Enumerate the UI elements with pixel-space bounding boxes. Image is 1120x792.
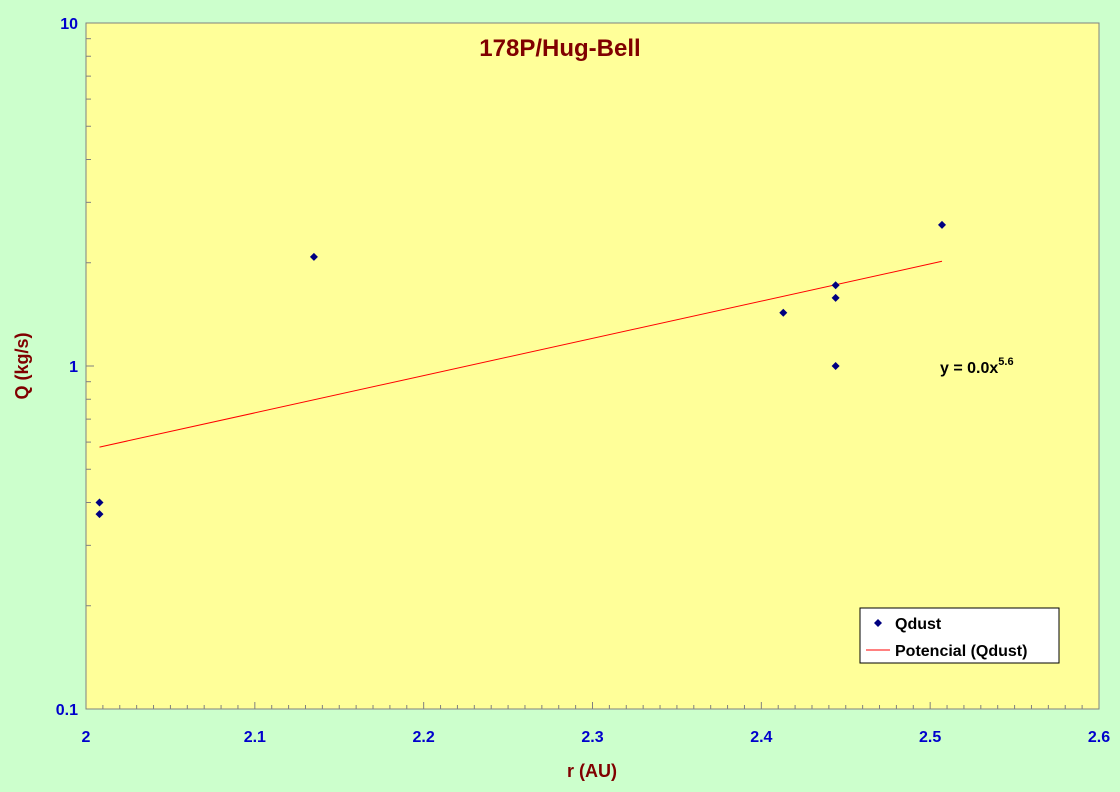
- y-axis: 0.1 1 10: [56, 16, 94, 719]
- plot-area: [85, 22, 1100, 710]
- x-tick-label: 2.5: [919, 729, 941, 746]
- x-tick-label: 2.6: [1088, 729, 1110, 746]
- series-layer: [95, 220, 946, 519]
- y-tick-label: 0.1: [56, 702, 78, 719]
- y-axis-title: Q (kg/s): [12, 332, 32, 399]
- x-tick-label: 2.2: [413, 729, 435, 746]
- legend-label-qdust: Qdust: [895, 616, 942, 633]
- qdust-point: [831, 293, 840, 302]
- qdust-point: [95, 498, 104, 507]
- legend-marker-qdust: [874, 619, 882, 627]
- equation-exponent: 5.6: [998, 356, 1013, 368]
- equation-base: y = 0.0x: [940, 360, 998, 377]
- x-tick-label: 2.1: [244, 729, 266, 746]
- trendline-equation: y = 0.0x5.6: [940, 356, 1014, 377]
- trendline-potencial: [99, 260, 943, 448]
- qdust-point: [95, 510, 104, 519]
- legend-label-potencial: Potencial (Qdust): [895, 643, 1027, 660]
- chart-title: 178P/Hug-Bell: [479, 35, 640, 62]
- x-tick-label: 2: [82, 729, 91, 746]
- y-tick-label: 1: [69, 359, 78, 376]
- qdust-point: [937, 220, 946, 229]
- qdust-point: [831, 362, 840, 370]
- x-axis: 2 2.1 2.2 2.3 2.4 2.5 2.6: [82, 702, 1110, 746]
- x-axis-title: r (AU): [567, 761, 617, 781]
- x-tick-label: 2.4: [750, 729, 772, 746]
- qdust-point: [831, 281, 840, 290]
- qdust-point: [309, 252, 318, 261]
- legend: Qdust Potencial (Qdust): [859, 607, 1060, 664]
- y-tick-label: 10: [60, 16, 78, 33]
- legend-box: [859, 607, 1060, 664]
- qdust-point: [779, 308, 788, 317]
- x-tick-label: 2.3: [581, 729, 603, 746]
